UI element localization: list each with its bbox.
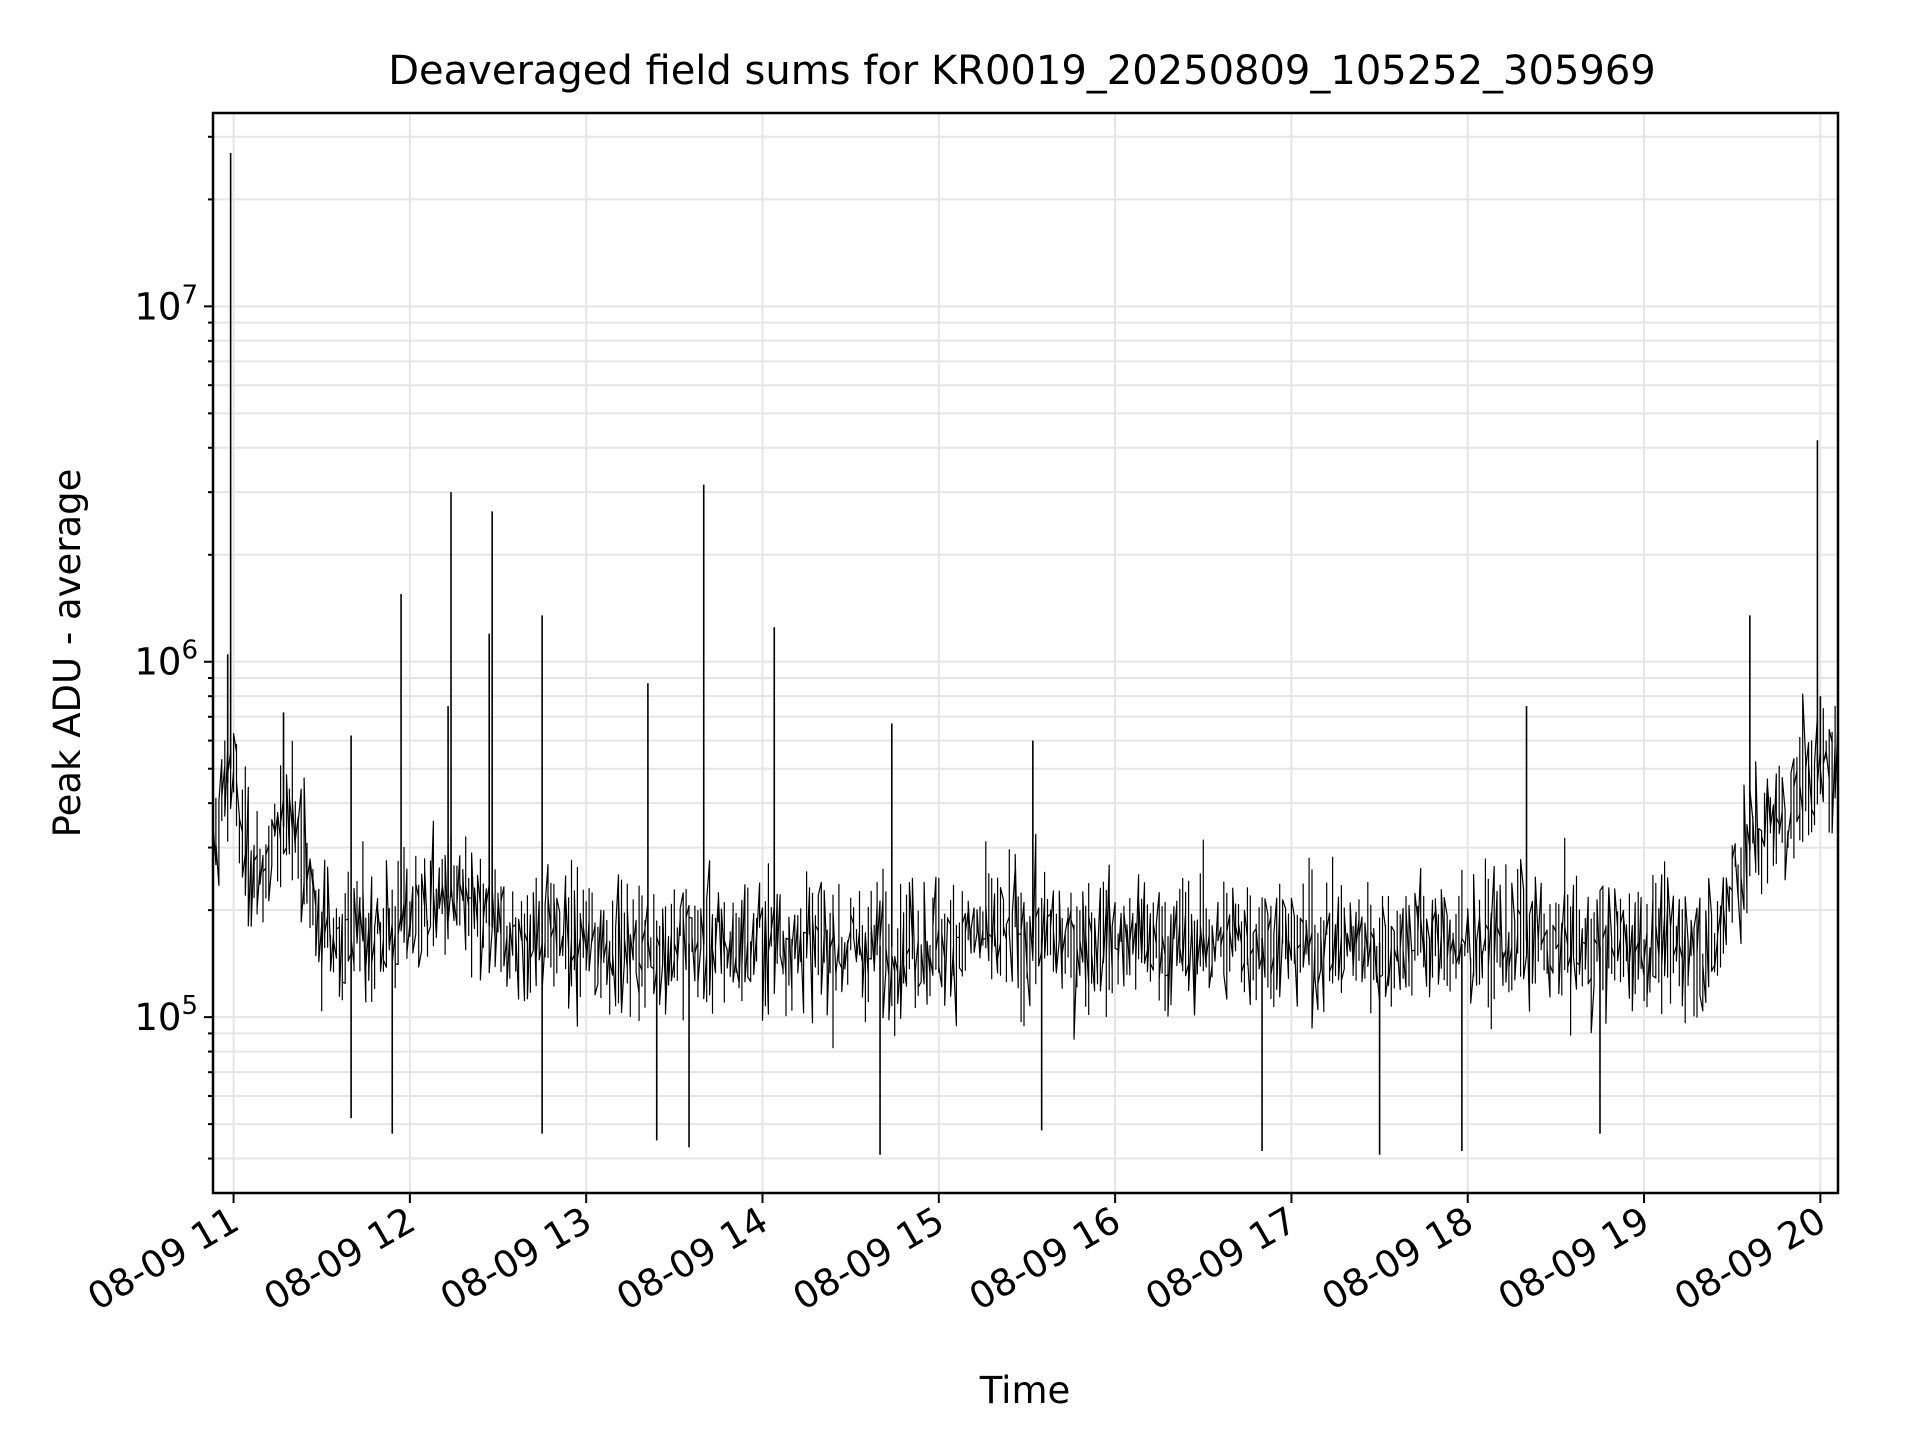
y-tick-label: 107 — [134, 280, 198, 328]
y-tick-label: 106 — [134, 636, 198, 684]
y-tick-base: 10 — [134, 285, 181, 328]
x-axis-label: Time — [979, 1369, 1071, 1412]
chart-title: Deaveraged field sums for KR0019_2025080… — [388, 48, 1656, 94]
y-tick-exponent: 6 — [181, 636, 198, 666]
y-tick-base: 10 — [134, 641, 181, 684]
plot-frame — [211, 111, 1840, 1195]
plot-area — [212, 153, 1839, 1155]
y-tick-exponent: 5 — [181, 991, 198, 1021]
y-tick-exponent: 7 — [181, 280, 198, 310]
y-tick-label: 105 — [134, 991, 198, 1039]
data-line — [212, 693, 1839, 1049]
y-axis-label: Peak ADU - average — [46, 469, 89, 838]
y-tick-base: 10 — [134, 996, 181, 1039]
grid — [213, 113, 1838, 1193]
